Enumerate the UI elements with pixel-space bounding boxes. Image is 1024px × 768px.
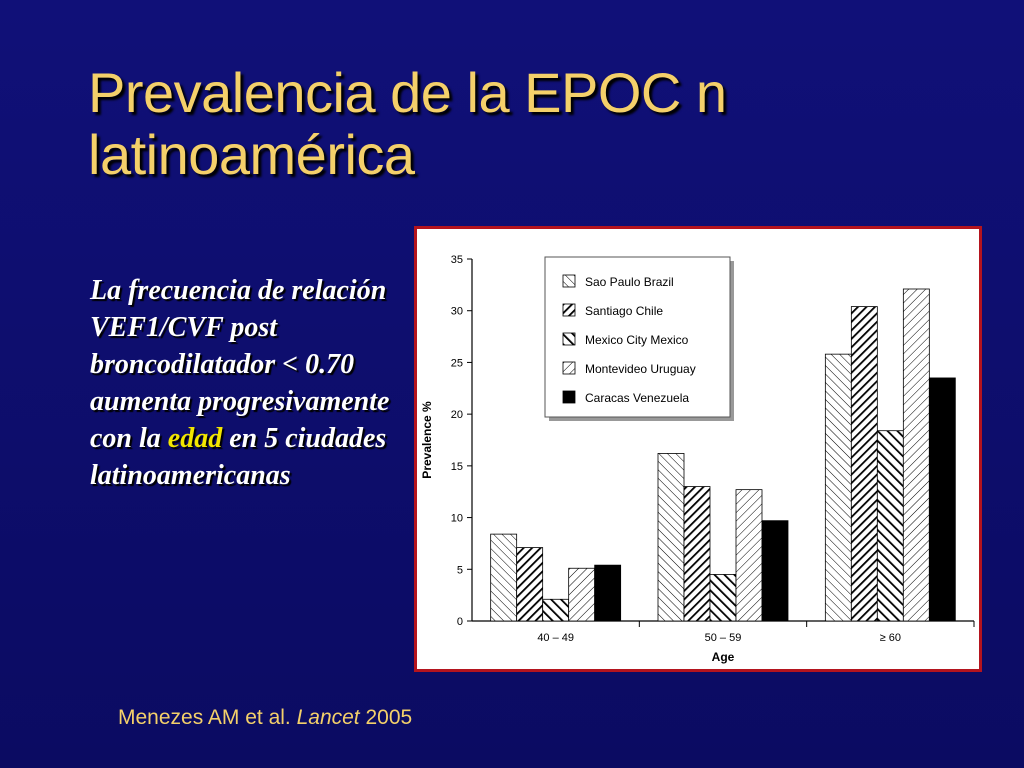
legend-label: Sao Paulo Brazil xyxy=(585,275,674,289)
bar-chart: 0 5 10 15 20 25 30 35 Prevalence % 40 – 49 50 – 59… xyxy=(420,254,975,664)
x-tick-label: 50 – 59 xyxy=(705,632,742,644)
body-text: La frecuencia de relación VEF1/CVF post … xyxy=(90,272,390,494)
y-tick-label: 10 xyxy=(451,513,463,525)
bar xyxy=(657,453,685,622)
citation: Menezes AM et al. Lancet 2005 xyxy=(118,706,412,730)
y-tick-label: 25 xyxy=(451,357,463,369)
legend-label: Caracas Venezuela xyxy=(585,391,689,405)
bar xyxy=(516,547,544,622)
title-line-2: latinoamérica xyxy=(88,123,415,186)
legend-label: Montevideo Uruguay xyxy=(585,362,696,376)
legend-swatch xyxy=(562,332,576,346)
body-text-highlight: edad xyxy=(167,423,223,454)
bar xyxy=(683,486,711,622)
title-line-1: Prevalencia de la EPOC n xyxy=(88,61,727,124)
x-tick-label: 40 – 49 xyxy=(537,632,574,644)
bar xyxy=(761,520,789,622)
bar xyxy=(542,598,570,622)
legend-swatch xyxy=(562,390,576,404)
x-tick-label: ≥ 60 xyxy=(880,632,901,644)
bar xyxy=(490,533,518,622)
legend-box xyxy=(544,256,731,418)
slide-title: Prevalencia de la EPOC n latinoamérica xyxy=(88,62,888,186)
legend-label: Santiago Chile xyxy=(585,304,663,318)
bar xyxy=(568,567,596,622)
citation-authors: Menezes AM et al. xyxy=(118,706,291,729)
chart-frame: 0 5 10 15 20 25 30 35 Prevalence % 40 – 49 50 – 59… xyxy=(414,226,982,672)
bar xyxy=(850,306,878,622)
legend-swatch xyxy=(562,303,576,317)
y-tick-label: 35 xyxy=(451,254,463,266)
bar xyxy=(709,574,737,622)
legend-label: Mexico City Mexico xyxy=(585,333,689,347)
x-axis-title: Age xyxy=(712,650,735,664)
y-tick-label: 15 xyxy=(451,461,463,473)
bar xyxy=(928,377,956,622)
bar xyxy=(824,353,852,622)
y-tick-label: 0 xyxy=(457,616,463,628)
body-text-start: La frecuencia de relación VEF1/CVF post … xyxy=(90,275,390,454)
bar xyxy=(735,489,763,622)
y-tick-label: 30 xyxy=(451,306,463,318)
bar xyxy=(902,288,930,622)
citation-year: 2005 xyxy=(365,706,413,729)
bar xyxy=(594,564,622,622)
y-tick-label: 5 xyxy=(457,564,463,576)
body-text-end: en 5 ciudades latinoamericanas xyxy=(90,423,387,491)
bar xyxy=(876,430,904,622)
y-tick-label: 20 xyxy=(451,409,463,421)
y-axis-title: Prevalence % xyxy=(420,401,434,479)
legend-swatch xyxy=(562,274,576,288)
legend-swatch xyxy=(562,361,576,375)
citation-journal: Lancet xyxy=(296,706,360,729)
